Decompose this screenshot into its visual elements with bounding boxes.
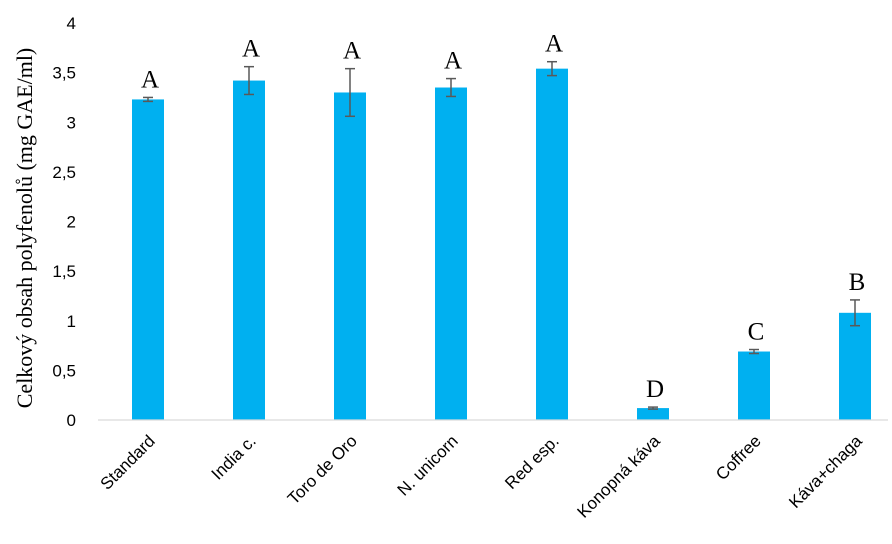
error-bar (244, 65, 254, 96)
y-tick-label: 2,5 (52, 163, 76, 182)
significance-letter: B (849, 269, 866, 296)
bar (132, 99, 164, 421)
y-axis-ticks: 0 0,5 1 1,5 2 2,5 3 3,5 4 (52, 14, 76, 430)
error-bar (446, 77, 456, 98)
y-tick-label: 3 (67, 113, 76, 132)
y-tick-label: 1 (67, 312, 76, 331)
y-tick-label: 1,5 (52, 262, 76, 281)
y-tick-label: 2 (67, 213, 76, 232)
x-tick-label: Konopná káva (574, 431, 665, 522)
significance-letter: A (242, 36, 260, 63)
y-tick-label: 4 (67, 14, 76, 33)
significance-letter: A (545, 31, 563, 58)
error-bar (143, 96, 153, 103)
error-bar (547, 60, 557, 77)
error-bar (345, 67, 355, 118)
bar (233, 80, 265, 420)
x-tick-label: Toro de Oro (284, 431, 361, 508)
x-tick-label: Red esp. (501, 431, 563, 493)
x-axis-labels: Standard India c. Toro de Oro N. unicorn Red… (97, 431, 867, 522)
bars (132, 68, 871, 421)
error-bar (850, 299, 860, 327)
significance-letter: D (646, 376, 664, 403)
y-axis-label: Celkový obsah polyfenolů (mg GAE/ml) (12, 48, 37, 409)
x-tick-label: India c. (208, 431, 260, 483)
y-tick-label: 0 (67, 411, 76, 430)
y-tick-label: 0,5 (52, 361, 76, 380)
bar (334, 92, 366, 420)
significance-letter: C (748, 319, 765, 346)
error-bar (749, 348, 759, 355)
bar (435, 87, 467, 420)
x-tick-label: Standard (97, 431, 159, 493)
x-tick-label: Coffree (712, 431, 765, 484)
error-bars (143, 60, 860, 410)
significance-letter: A (141, 66, 159, 93)
bar (536, 68, 568, 420)
y-tick-label: 3,5 (52, 64, 76, 83)
error-bar (648, 406, 658, 410)
bar (738, 351, 770, 420)
bar (839, 312, 871, 420)
x-tick-label: N. unicorn (394, 431, 462, 499)
significance-letters: A A A A A D C B (141, 31, 865, 403)
significance-letter: A (343, 38, 361, 65)
significance-letter: A (444, 48, 462, 75)
bar (637, 408, 669, 420)
x-tick-label: Káva+chaga (785, 431, 866, 512)
